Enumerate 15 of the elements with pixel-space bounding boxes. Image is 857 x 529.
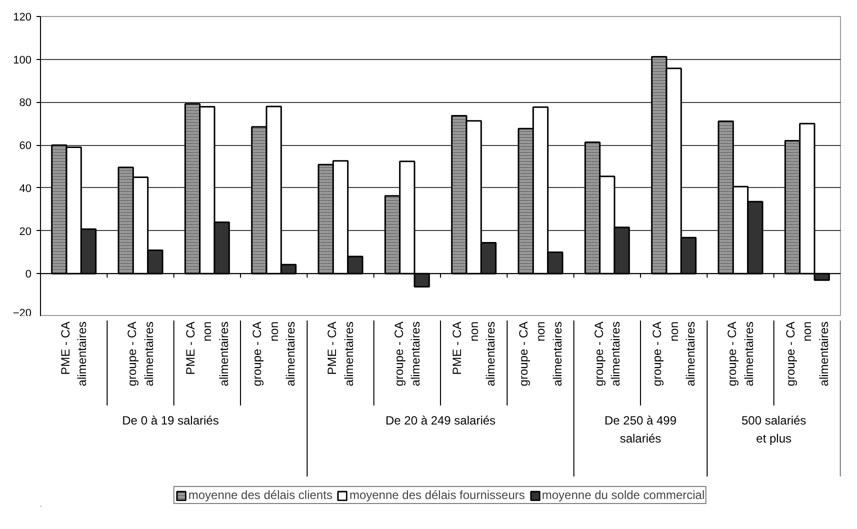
y-tick-label: 80	[19, 97, 32, 110]
legend-label: moyenne des délais clients	[188, 488, 332, 502]
y-tick-label: 0	[25, 268, 32, 281]
legend-label: moyenne du solde commercial	[542, 488, 705, 502]
y-tick-label: 20	[19, 226, 32, 238]
y-tick-label: 60	[19, 140, 32, 152]
text: De 20 à 249 salariés	[385, 414, 496, 428]
text: De 250 à 499 salariés	[604, 414, 677, 446]
text: 500 salariés et plus	[741, 414, 806, 446]
y-tick-label: 100	[13, 54, 32, 66]
x-tick-label: PME - CA alimentaires	[58, 321, 90, 386]
legend-label: moyenne des délais fournisseurs	[349, 488, 525, 502]
text: De 0 à 19 salariés	[122, 414, 219, 428]
y-tick-label: 120	[13, 12, 32, 24]
y-tick-label: 40	[19, 182, 32, 195]
